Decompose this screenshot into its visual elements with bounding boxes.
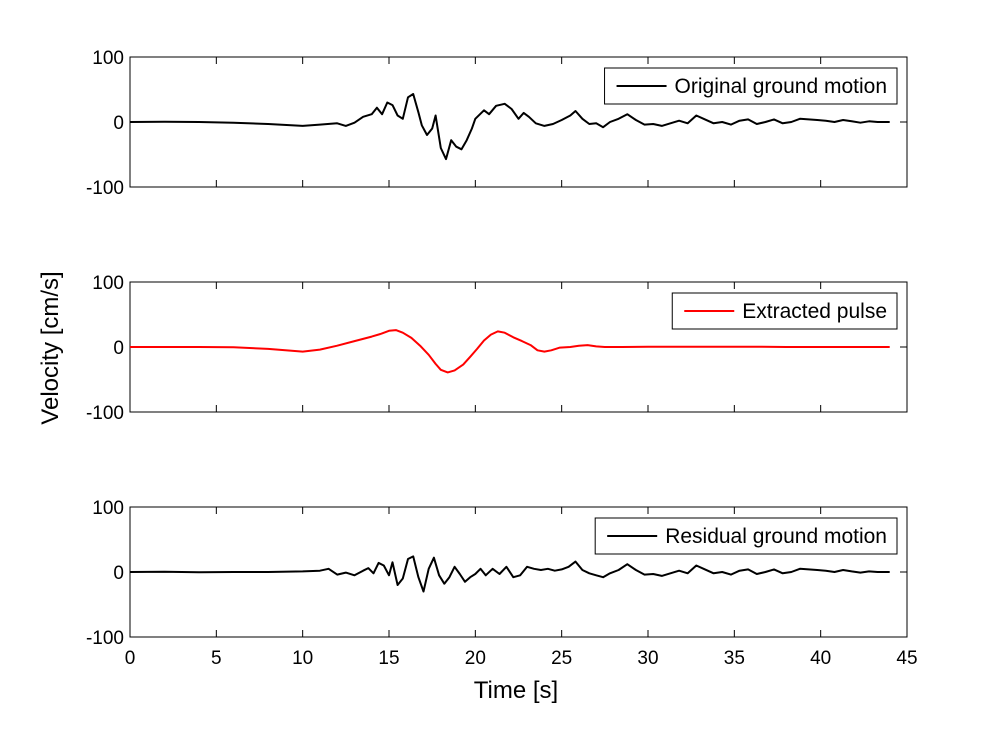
y-tick-label: -100 [86,178,124,199]
x-tick-label: 15 [378,648,399,669]
legend: Extracted pulse [671,292,898,330]
x-tick-label: 0 [125,648,136,669]
x-tick-label: 25 [551,648,572,669]
legend-label: Residual ground motion [665,525,887,548]
x-tick-label: 40 [810,648,831,669]
x-axis-title: Time [s] [474,677,558,704]
x-tick-label: 20 [465,648,486,669]
y-tick-label: 100 [92,48,124,69]
x-tick-label: 5 [211,648,222,669]
series-line [129,93,890,161]
series-line [130,329,890,374]
y-tick-label: 100 [92,273,124,294]
x-tick-label: 35 [724,648,745,669]
subplot-2: -100 0 100 Extracted pulse [86,273,908,424]
legend-label: Extracted pulse [742,300,887,323]
legend-label: Original ground motion [675,75,887,98]
x-tick-label: 30 [637,648,658,669]
legend: Original ground motion [604,67,898,105]
y-tick-label: -100 [86,628,124,649]
x-tick-label: 45 [896,648,917,669]
y-axis-title: Velocity [cm/s] [37,271,64,424]
y-tick-label: 0 [113,563,124,584]
y-tick-label: 100 [92,498,124,519]
x-tick-label: 10 [292,648,313,669]
subplot-1: -100 0 100 Original ground motion [86,48,908,199]
legend: Residual ground motion [594,517,898,555]
series-line [129,555,890,593]
y-tick-label: 0 [113,113,124,134]
y-tick-label: 0 [113,338,124,359]
y-tick-label: -100 [86,403,124,424]
